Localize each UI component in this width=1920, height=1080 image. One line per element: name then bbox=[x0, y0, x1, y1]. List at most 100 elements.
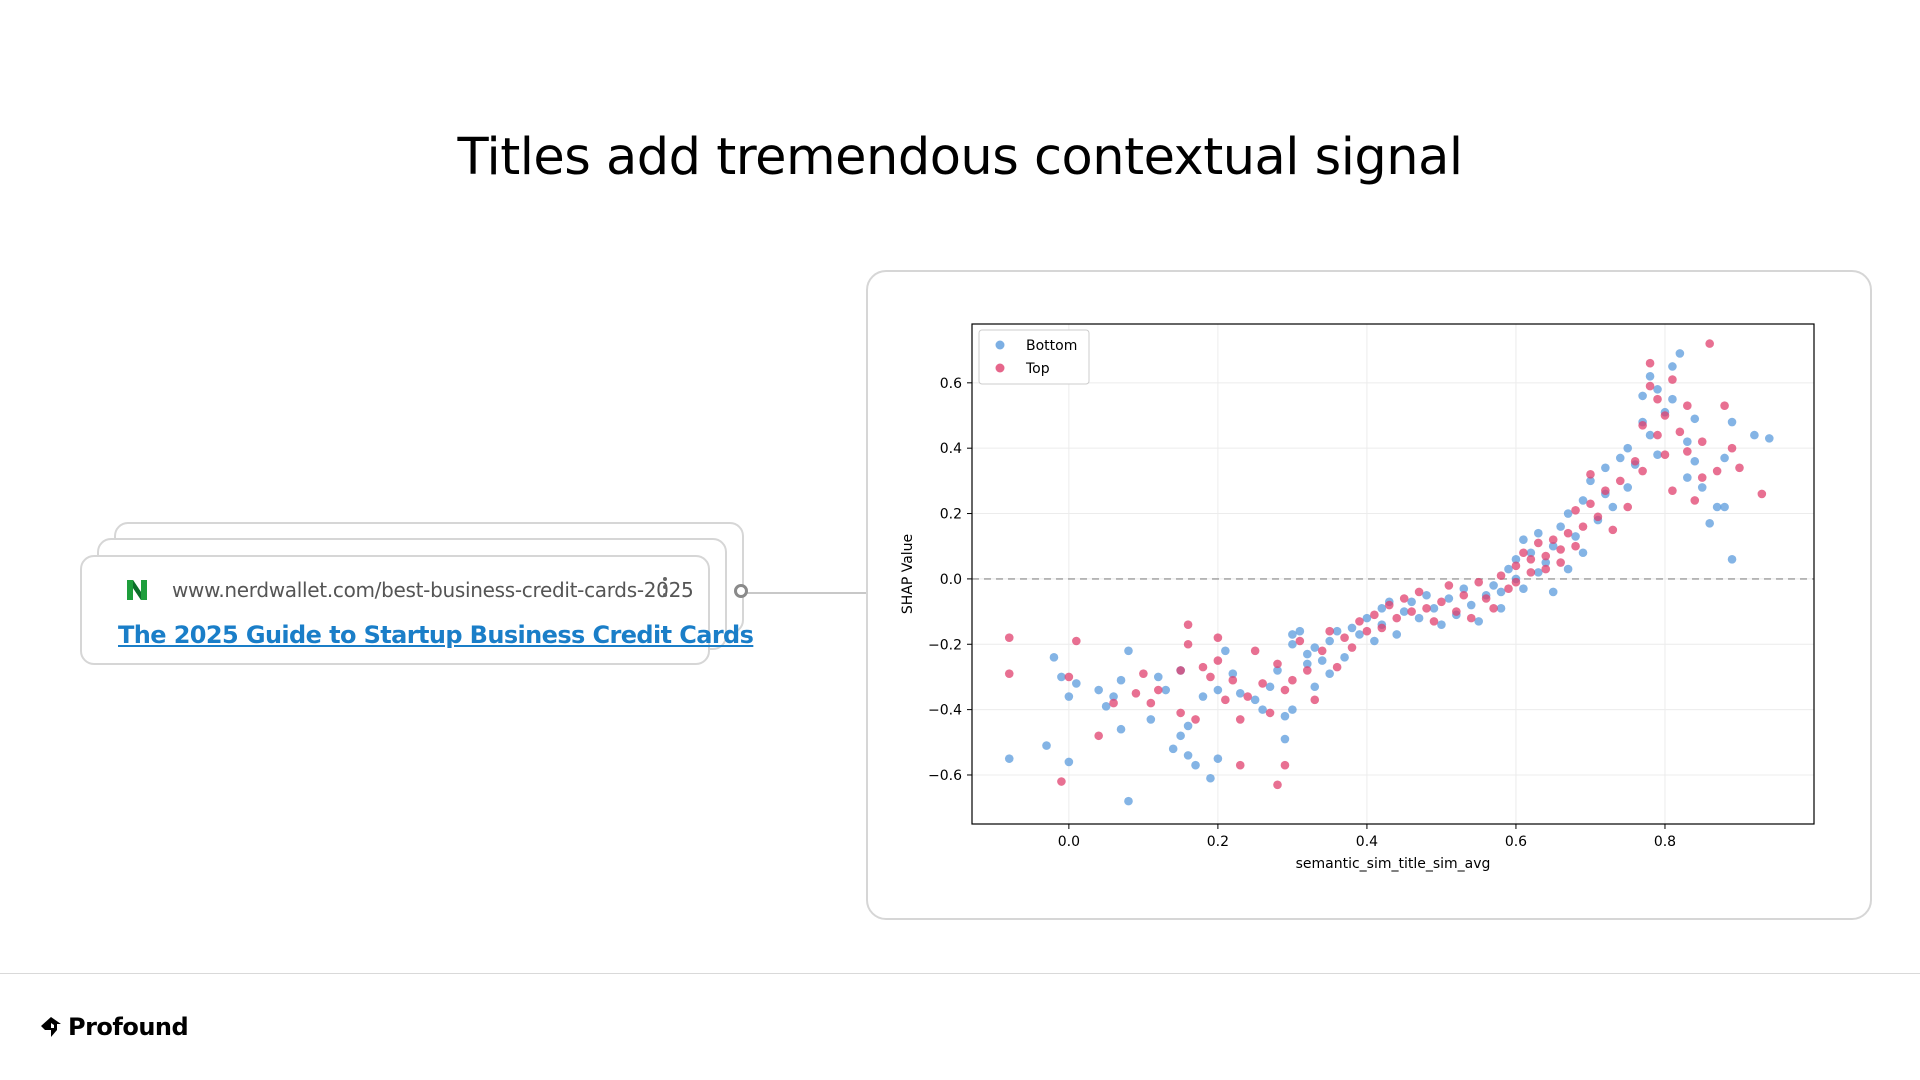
data-point-top bbox=[1064, 672, 1074, 682]
data-point-bottom bbox=[1064, 757, 1074, 767]
legend-marker-bottom bbox=[995, 340, 1005, 350]
data-point-bottom bbox=[1474, 617, 1483, 626]
data-point-bottom bbox=[1496, 587, 1506, 597]
data-point-top bbox=[1198, 662, 1208, 672]
data-point-bottom bbox=[1153, 672, 1163, 682]
data-point-bottom bbox=[1109, 692, 1118, 701]
data-point-top bbox=[1273, 780, 1282, 790]
data-point-bottom bbox=[1437, 620, 1446, 629]
data-point-top bbox=[1556, 545, 1565, 554]
legend-label-top: Top bbox=[1025, 361, 1050, 377]
data-point-top bbox=[1548, 535, 1558, 544]
data-point-top bbox=[1072, 636, 1081, 646]
data-point-top bbox=[1228, 675, 1238, 685]
data-point-top bbox=[1615, 476, 1625, 486]
data-point-bottom bbox=[1556, 522, 1565, 531]
data-point-bottom bbox=[1377, 604, 1387, 613]
brand-name: Profound bbox=[68, 1013, 189, 1041]
data-point-bottom bbox=[1712, 502, 1722, 512]
y-tick-label: 0.2 bbox=[940, 507, 962, 523]
data-point-top bbox=[1526, 568, 1536, 577]
data-point-bottom bbox=[1228, 669, 1238, 678]
data-point-bottom bbox=[1288, 630, 1297, 639]
data-point-top bbox=[1094, 731, 1103, 741]
data-point-bottom bbox=[1586, 476, 1595, 486]
data-point-top bbox=[1004, 633, 1014, 643]
data-point-bottom bbox=[1250, 695, 1260, 705]
legend: Bottom Top bbox=[978, 329, 1090, 385]
result-title-link[interactable]: The 2025 Guide to Startup Business Credi… bbox=[118, 621, 754, 649]
data-point-bottom bbox=[1124, 796, 1133, 806]
data-point-top bbox=[1325, 626, 1334, 636]
data-point-bottom bbox=[1310, 682, 1320, 692]
data-point-top bbox=[1638, 421, 1647, 430]
data-point-bottom bbox=[1548, 587, 1558, 597]
data-point-bottom bbox=[1653, 385, 1662, 394]
data-point-top bbox=[1541, 564, 1551, 574]
result-url[interactable]: www.nerdwallet.com/best-business-credit-… bbox=[172, 578, 694, 602]
data-point-top bbox=[1183, 639, 1193, 649]
data-point-top bbox=[1496, 571, 1506, 580]
data-point-bottom bbox=[1683, 437, 1692, 446]
data-point-top bbox=[1645, 381, 1655, 391]
data-point-bottom bbox=[1206, 773, 1215, 783]
data-point-top bbox=[1481, 594, 1491, 603]
data-point-bottom bbox=[1362, 613, 1372, 623]
data-point-bottom bbox=[1675, 349, 1685, 358]
data-point-bottom bbox=[1690, 456, 1700, 466]
data-point-top bbox=[1452, 607, 1461, 616]
data-point-top bbox=[1384, 600, 1394, 610]
data-point-bottom bbox=[1176, 731, 1185, 741]
data-point-top bbox=[1183, 620, 1193, 629]
data-point-top bbox=[1697, 473, 1707, 482]
data-point-bottom bbox=[1727, 417, 1737, 427]
data-point-bottom bbox=[1548, 541, 1558, 551]
data-point-bottom bbox=[1101, 702, 1111, 711]
data-point-bottom bbox=[1355, 630, 1364, 639]
data-point-top bbox=[1422, 604, 1431, 613]
x-tick-label: 0.2 bbox=[1207, 834, 1229, 850]
data-point-bottom bbox=[1317, 656, 1327, 665]
data-point-bottom bbox=[1690, 414, 1700, 424]
data-point-top bbox=[1146, 698, 1156, 708]
data-point-top bbox=[1504, 584, 1513, 594]
data-point-bottom bbox=[1750, 430, 1759, 440]
data-point-bottom bbox=[1280, 711, 1290, 721]
data-point-top bbox=[1578, 522, 1588, 531]
data-point-bottom bbox=[1720, 502, 1729, 512]
data-point-bottom bbox=[1407, 597, 1416, 607]
data-point-bottom bbox=[1325, 669, 1334, 678]
data-point-top bbox=[1340, 633, 1349, 643]
search-result-card[interactable]: www.nerdwallet.com/best-business-credit-… bbox=[80, 555, 754, 665]
data-point-bottom bbox=[1668, 394, 1677, 404]
data-point-top bbox=[1623, 502, 1633, 512]
data-point-bottom bbox=[1414, 613, 1424, 623]
data-point-top bbox=[1444, 581, 1454, 590]
data-point-bottom bbox=[1615, 453, 1625, 463]
data-point-bottom bbox=[1392, 630, 1402, 639]
data-point-top bbox=[1697, 437, 1707, 446]
data-point-top bbox=[1347, 643, 1357, 652]
data-point-top bbox=[1727, 443, 1737, 453]
data-point-top bbox=[1660, 411, 1670, 420]
data-point-bottom bbox=[1124, 646, 1133, 656]
more-options-icon[interactable] bbox=[662, 577, 668, 601]
slide-title: Titles add tremendous contextual signal bbox=[457, 128, 1463, 187]
data-point-bottom bbox=[1183, 751, 1193, 760]
data-point-bottom bbox=[1511, 554, 1521, 564]
data-point-bottom bbox=[1623, 483, 1633, 492]
profound-logo-icon bbox=[41, 1017, 61, 1037]
data-point-top bbox=[1511, 561, 1521, 571]
data-point-bottom bbox=[1213, 685, 1223, 695]
data-point-top bbox=[1466, 613, 1476, 623]
data-point-bottom bbox=[1340, 653, 1349, 662]
x-axis-label: semantic_sim_title_sim_avg bbox=[1296, 856, 1491, 872]
legend-marker-top bbox=[995, 363, 1005, 373]
data-point-top bbox=[1310, 695, 1320, 705]
y-tick-label: −0.2 bbox=[928, 637, 962, 653]
data-point-top bbox=[1630, 456, 1640, 466]
data-point-top bbox=[1206, 672, 1215, 682]
brand[interactable]: Profound bbox=[40, 1012, 189, 1042]
data-point-top bbox=[1712, 466, 1722, 476]
data-point-top bbox=[1459, 590, 1469, 600]
